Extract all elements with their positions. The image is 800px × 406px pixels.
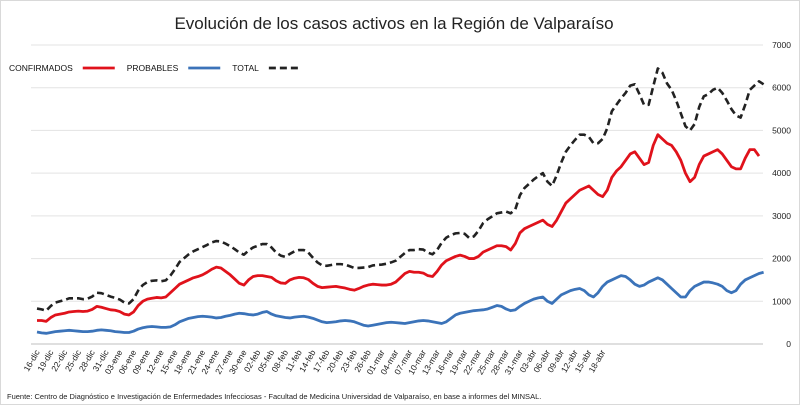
y-tick-label: 4000 xyxy=(772,168,791,178)
y-tick-label: 0 xyxy=(786,339,791,349)
y-tick-label: 3000 xyxy=(772,211,791,221)
y-tick-label: 5000 xyxy=(772,125,791,135)
legend: CONFIRMADOS PROBABLES TOTAL xyxy=(9,63,301,73)
axis-layer: 0100020003000400050006000700016-dic19-di… xyxy=(21,40,791,376)
series-layer xyxy=(36,67,765,335)
chart-source: Fuente: Centro de Diagnóstico e Investig… xyxy=(7,392,541,401)
series-line-confirmados xyxy=(37,133,761,323)
legend-label-total: TOTAL xyxy=(232,63,259,73)
y-tick-label: 7000 xyxy=(772,40,791,50)
y-tick-label: 1000 xyxy=(772,296,791,306)
legend-label-probables: PROBABLES xyxy=(127,63,179,73)
grid-layer xyxy=(31,44,763,345)
y-tick-label: 2000 xyxy=(772,254,791,264)
series-line-total xyxy=(36,67,765,312)
series-line-probables xyxy=(36,270,764,335)
legend-label-confirmados: CONFIRMADOS xyxy=(9,63,73,73)
chart-title: Evolución de los casos activos en la Reg… xyxy=(174,14,613,33)
y-tick-label: 6000 xyxy=(772,83,791,93)
